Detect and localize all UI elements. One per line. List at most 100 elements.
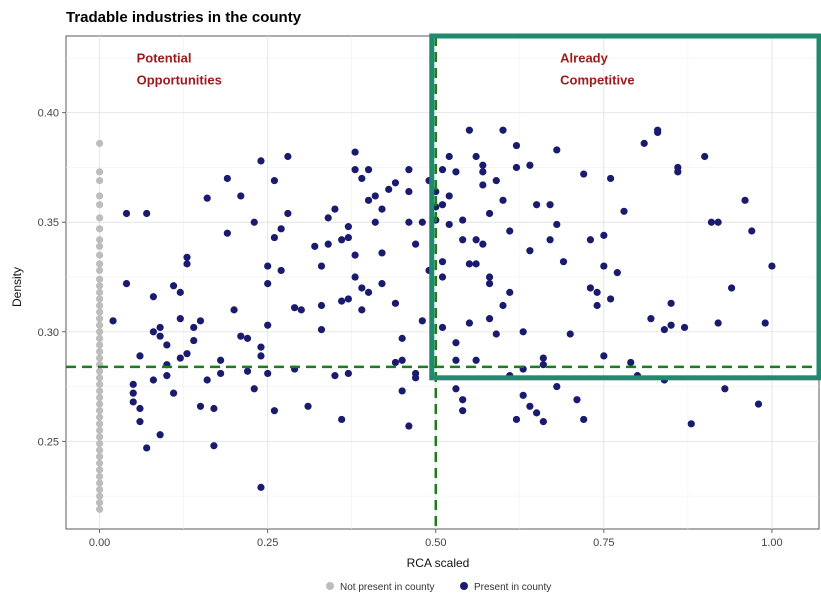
point-present: [667, 321, 675, 329]
point-present: [264, 262, 272, 270]
point-present: [129, 398, 137, 406]
point-not-present: [96, 347, 104, 356]
point-not-present: [96, 275, 104, 283]
point-present: [566, 330, 574, 338]
point-present: [472, 152, 480, 161]
point-present: [136, 352, 144, 360]
point-present: [398, 334, 406, 342]
point-present: [485, 315, 494, 323]
point-present: [257, 157, 265, 165]
point-present: [304, 402, 312, 410]
point-not-present: [96, 492, 104, 500]
point-not-present: [96, 453, 104, 461]
point-present: [351, 251, 359, 259]
point-present: [701, 152, 709, 161]
point-present: [438, 166, 447, 174]
point-present: [445, 152, 453, 161]
chart-title: Tradable industries in the county: [66, 9, 302, 26]
point-present: [156, 323, 164, 332]
point-present: [338, 415, 346, 424]
point-present: [284, 209, 292, 218]
point-present: [580, 415, 588, 424]
point-present: [190, 336, 198, 345]
point-not-present: [96, 400, 104, 408]
point-not-present: [96, 308, 104, 316]
point-present: [485, 209, 494, 218]
point-present: [391, 299, 400, 307]
point-not-present: [96, 266, 104, 275]
point-present: [371, 218, 379, 226]
point-present: [687, 420, 695, 428]
legend: Not present in county Present in county: [326, 582, 551, 593]
point-present: [136, 404, 144, 413]
point-present: [264, 321, 272, 329]
point-not-present: [96, 426, 104, 434]
point-present: [405, 187, 413, 196]
y-axis-title: Density: [10, 267, 24, 307]
point-present: [620, 207, 628, 215]
point-present: [297, 306, 305, 314]
x-tick-label: 0.50: [425, 537, 446, 549]
point-not-present: [96, 139, 104, 147]
point-not-present: [96, 439, 104, 448]
point-present: [445, 192, 453, 200]
point-present: [593, 288, 601, 296]
point-not-present: [96, 225, 104, 233]
point-present: [721, 385, 729, 393]
point-present: [405, 218, 413, 226]
y-tick-label: 0.40: [38, 108, 59, 120]
plot-background: [65, 35, 820, 530]
point-present: [452, 168, 460, 176]
point-present: [660, 326, 668, 334]
point-not-present: [96, 341, 104, 349]
point-not-present: [96, 214, 104, 222]
point-present: [553, 220, 561, 229]
point-present: [284, 152, 292, 161]
point-not-present: [96, 446, 104, 454]
point-present: [667, 299, 675, 307]
point-present: [371, 192, 379, 200]
point-present: [405, 422, 413, 430]
point-present: [533, 201, 541, 209]
point-present: [331, 372, 339, 380]
point-present: [129, 380, 137, 388]
point-present: [176, 354, 184, 362]
point-present: [344, 369, 352, 378]
point-present: [539, 361, 547, 369]
point-present: [553, 146, 561, 154]
point-present: [492, 330, 500, 338]
point-not-present: [96, 505, 104, 513]
point-present: [324, 214, 332, 222]
point-present: [445, 220, 453, 229]
point-not-present: [96, 192, 104, 200]
point-present: [364, 166, 373, 174]
legend-swatch-present: [460, 582, 468, 590]
point-not-present: [96, 236, 104, 244]
point-present: [351, 148, 359, 156]
point-present: [143, 444, 151, 452]
point-present: [412, 240, 420, 248]
point-not-present: [96, 301, 104, 310]
point-present: [533, 409, 541, 417]
legend-swatch-not-present: [326, 582, 334, 590]
point-present: [250, 385, 258, 393]
point-present: [580, 170, 588, 178]
point-present: [149, 328, 158, 336]
point-not-present: [96, 466, 104, 474]
point-present: [183, 350, 191, 358]
point-present: [243, 334, 252, 342]
point-present: [613, 269, 621, 277]
point-present: [169, 389, 178, 397]
point-present: [714, 218, 722, 226]
point-present: [264, 369, 272, 378]
point-present: [761, 319, 769, 327]
point-present: [358, 284, 366, 292]
point-present: [640, 139, 648, 147]
point-not-present: [96, 420, 104, 428]
annotation-potential-opportunities: Potential: [137, 50, 192, 65]
point-present: [398, 356, 406, 364]
point-present: [519, 391, 527, 399]
point-not-present: [96, 242, 104, 250]
point-present: [754, 400, 763, 408]
point-present: [727, 284, 736, 292]
